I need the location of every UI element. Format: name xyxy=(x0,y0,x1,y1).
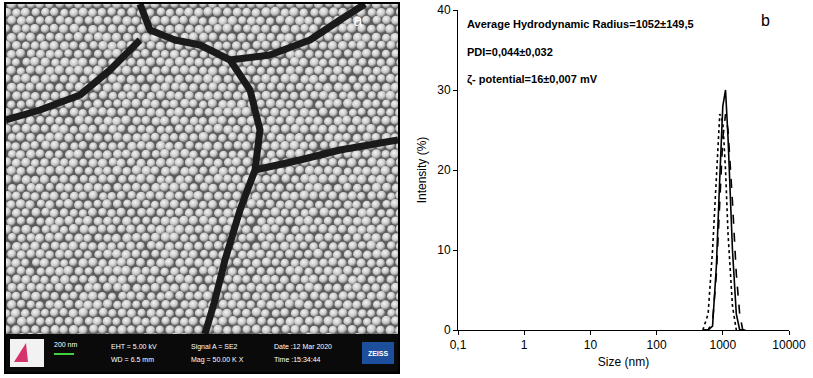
svg-text:Intensity (%): Intensity (%) xyxy=(415,137,429,204)
svg-text:PDI=0,044±0,032: PDI=0,044±0,032 xyxy=(467,46,553,58)
svg-text:Size (nm): Size (nm) xyxy=(598,355,649,369)
svg-text:Signal A = SE2: Signal A = SE2 xyxy=(191,343,238,351)
svg-text:100: 100 xyxy=(647,338,667,352)
svg-text:Average Hydrodynamic Radius=10: Average Hydrodynamic Radius=1052±149,5 xyxy=(467,18,694,30)
svg-text:Date :12 Mar 2020: Date :12 Mar 2020 xyxy=(274,343,332,350)
svg-text:Mag = 50.00 K X: Mag = 50.00 K X xyxy=(191,356,244,364)
svg-text:20: 20 xyxy=(437,163,451,177)
svg-text:a: a xyxy=(354,12,363,29)
svg-text:30: 30 xyxy=(437,83,451,97)
svg-text:200 nm: 200 nm xyxy=(54,341,78,348)
svg-text:0,1: 0,1 xyxy=(450,338,467,352)
svg-text:0: 0 xyxy=(444,323,451,337)
svg-text:WD = 6.5 mm: WD = 6.5 mm xyxy=(111,356,154,363)
svg-text:10000: 10000 xyxy=(772,338,806,352)
svg-text:b: b xyxy=(761,12,770,29)
svg-text:1000: 1000 xyxy=(709,338,736,352)
svg-text:10: 10 xyxy=(437,243,451,257)
svg-text:ZEISS: ZEISS xyxy=(368,350,389,357)
svg-text:ζ- potential=16±0,007 mV: ζ- potential=16±0,007 mV xyxy=(467,73,598,86)
svg-text:1: 1 xyxy=(521,338,528,352)
svg-text:EHT = 5.00 kV: EHT = 5.00 kV xyxy=(111,343,157,350)
svg-text:10: 10 xyxy=(584,338,598,352)
svg-text:40: 40 xyxy=(437,3,451,17)
svg-text:Time :15:34:44: Time :15:34:44 xyxy=(274,356,321,363)
